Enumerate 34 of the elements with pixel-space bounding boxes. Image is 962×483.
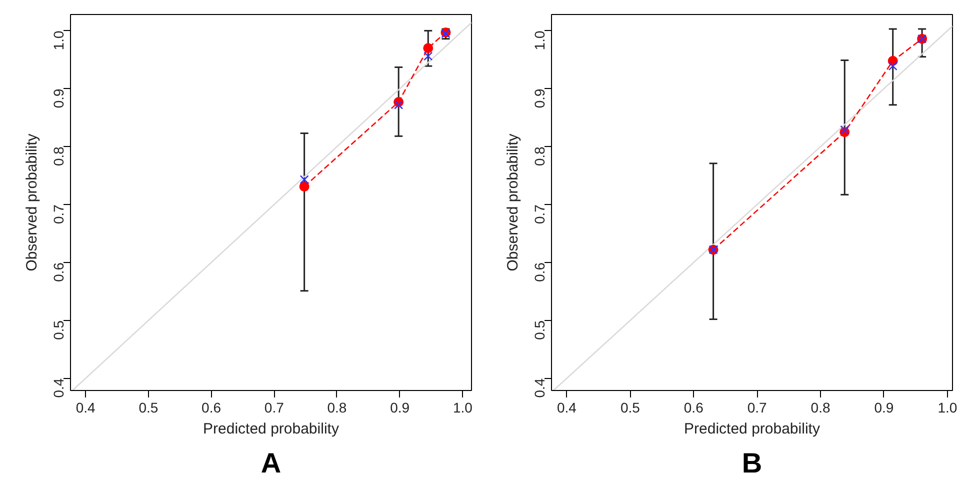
- y-tick-label: 0.9: [532, 88, 548, 108]
- x-tick-label: 0.9: [390, 400, 410, 416]
- y-tick-label: 0.7: [532, 204, 548, 224]
- y-tick-label: 0.8: [532, 146, 548, 166]
- x-axis-title: Predicted probability: [203, 420, 340, 438]
- x-tick-label: 0.5: [620, 400, 640, 416]
- x-tick-label: 0.6: [684, 400, 704, 416]
- x-tick-label: 0.5: [138, 400, 158, 416]
- y-tick-label: 0.7: [50, 204, 66, 224]
- y-tick-label: 0.6: [50, 262, 66, 282]
- y-tick-label: 0.6: [532, 262, 548, 282]
- y-tick-label: 0.5: [532, 320, 548, 340]
- y-tick-label: 0.8: [50, 146, 66, 166]
- y-tick-label: 0.4: [50, 378, 66, 398]
- x-tick-label: 0.7: [747, 400, 768, 416]
- x-tick-label: 0.8: [810, 400, 830, 416]
- x-axis-title: Predicted probability: [684, 420, 820, 438]
- x-tick-label: 0.6: [202, 400, 222, 416]
- x-tick-label: 0.9: [874, 400, 894, 416]
- y-axis-title: Observed probability: [24, 133, 40, 272]
- y-tick-label: 0.4: [532, 378, 548, 398]
- y-tick-label: 1.0: [50, 30, 66, 50]
- text: A: [260, 448, 282, 478]
- x-tick-label: 0.4: [76, 400, 96, 416]
- y-tick-label: 1.0: [532, 30, 548, 50]
- x-tick-label: 0.7: [264, 400, 284, 416]
- y-tick-label: 0.9: [50, 88, 66, 108]
- x-tick-label: 1.0: [452, 400, 473, 416]
- y-axis-title: Observed probability: [504, 133, 522, 272]
- y-tick-label: 0.5: [50, 320, 66, 340]
- x-tick-label: 1.0: [938, 400, 958, 416]
- text: B: [742, 448, 762, 478]
- x-tick-label: 0.4: [556, 400, 577, 416]
- x-tick-label: 0.8: [327, 400, 347, 416]
